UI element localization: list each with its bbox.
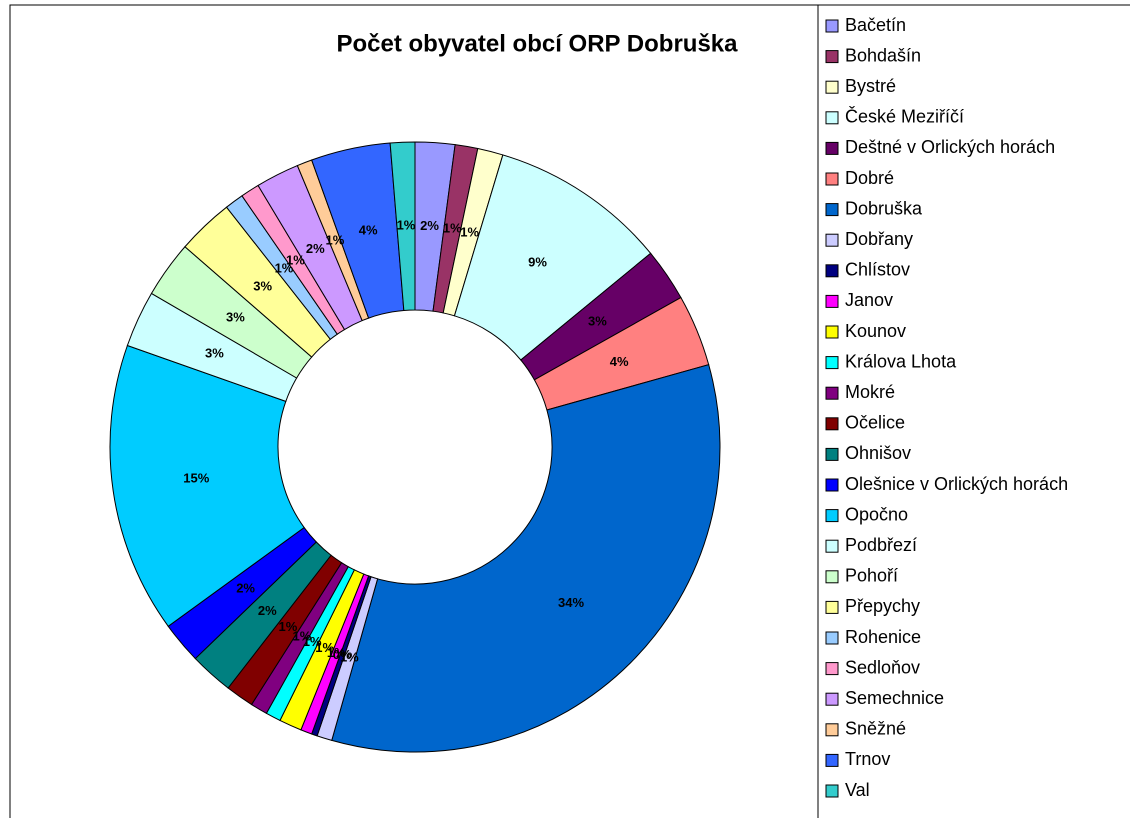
legend-label: Bystré [845, 76, 896, 96]
data-label: 3% [253, 278, 272, 293]
data-label: 1% [327, 645, 346, 660]
donut-slice [109, 344, 305, 627]
legend-label: Janov [845, 290, 893, 310]
data-label: 15% [183, 470, 209, 485]
data-label: 1% [326, 232, 345, 247]
data-label: 2% [258, 603, 277, 618]
legend-swatch [825, 447, 839, 461]
legend-label: Opočno [845, 504, 908, 524]
legend-label: Chlístov [845, 260, 910, 280]
legend-label: Bačetín [845, 15, 906, 35]
data-label: 1% [303, 634, 322, 649]
legend-swatch [825, 203, 839, 217]
legend-box [817, 4, 1130, 818]
legend-swatch [825, 386, 839, 400]
donut-slice [389, 141, 416, 311]
legend-swatch [825, 264, 839, 278]
legend-swatch [825, 172, 839, 186]
legend-swatch [825, 631, 839, 645]
chart-title: Počet obyvatel obcí ORP Dobruška [336, 30, 738, 57]
legend-label: Pohoří [845, 566, 898, 586]
legend-label: Rohenice [845, 627, 921, 647]
legend-label: Dobřany [845, 229, 913, 249]
legend-swatch [825, 325, 839, 339]
legend-swatch [825, 233, 839, 247]
donut-slice [331, 364, 721, 753]
legend-label: Ohnišov [845, 443, 911, 463]
legend-swatch [825, 662, 839, 676]
legend-label: Dobré [845, 168, 894, 188]
legend-label: Trnov [845, 749, 890, 769]
data-label: 34% [558, 595, 584, 610]
legend-swatch [825, 509, 839, 523]
legend-label: Přepychy [845, 596, 920, 616]
data-label: 9% [528, 254, 547, 269]
data-label: 2% [306, 241, 325, 256]
legend-swatch [825, 692, 839, 706]
legend-swatch [825, 753, 839, 767]
legend-swatch [825, 356, 839, 370]
legend-swatch [825, 80, 839, 94]
legend-swatch [825, 570, 839, 584]
legend-swatch [825, 478, 839, 492]
legend-swatch [825, 50, 839, 64]
data-label: 1% [460, 224, 479, 239]
data-label: 1% [315, 640, 334, 655]
legend-label: České Meziříčí [845, 106, 964, 127]
legend-swatch [825, 600, 839, 614]
legend-label: Králova Lhota [845, 351, 957, 371]
legend-swatch [825, 784, 839, 798]
legend-label: Olešnice v Orlických horách [845, 474, 1068, 494]
data-label: 1% [293, 628, 312, 643]
data-label: 2% [420, 218, 439, 233]
legend-swatch [825, 417, 839, 431]
data-label: 4% [610, 354, 629, 369]
legend-label: Semechnice [845, 688, 944, 708]
data-label: 1% [443, 221, 462, 236]
legend-swatch [825, 19, 839, 33]
legend-swatch [825, 141, 839, 155]
data-label: 3% [226, 310, 245, 325]
legend-label: Bohdašín [845, 45, 921, 65]
legend-swatch [825, 539, 839, 553]
data-label: 1% [275, 260, 294, 275]
legend-swatch [825, 111, 839, 125]
legend-label: Val [845, 780, 870, 800]
legend-swatch [825, 294, 839, 308]
data-label: 1% [279, 619, 298, 634]
legend-label: Podbřezí [845, 535, 917, 555]
legend-label: Dobruška [845, 198, 923, 218]
legend-label: Kounov [845, 321, 906, 341]
legend-label: Sedloňov [845, 657, 920, 677]
legend-label: Sněžné [845, 719, 906, 739]
legend-swatch [825, 723, 839, 737]
data-label: 1% [340, 649, 359, 664]
data-label: 4% [359, 222, 378, 237]
data-label: 0% [333, 647, 352, 662]
data-label: 3% [205, 346, 224, 361]
data-label: 3% [588, 314, 607, 329]
data-label: 2% [236, 580, 255, 595]
data-label: 1% [397, 218, 416, 233]
legend-label: Mokré [845, 382, 895, 402]
legend-label: Očelice [845, 413, 905, 433]
data-label: 1% [286, 253, 305, 268]
legend-label: Deštné v Orlických horách [845, 137, 1055, 157]
